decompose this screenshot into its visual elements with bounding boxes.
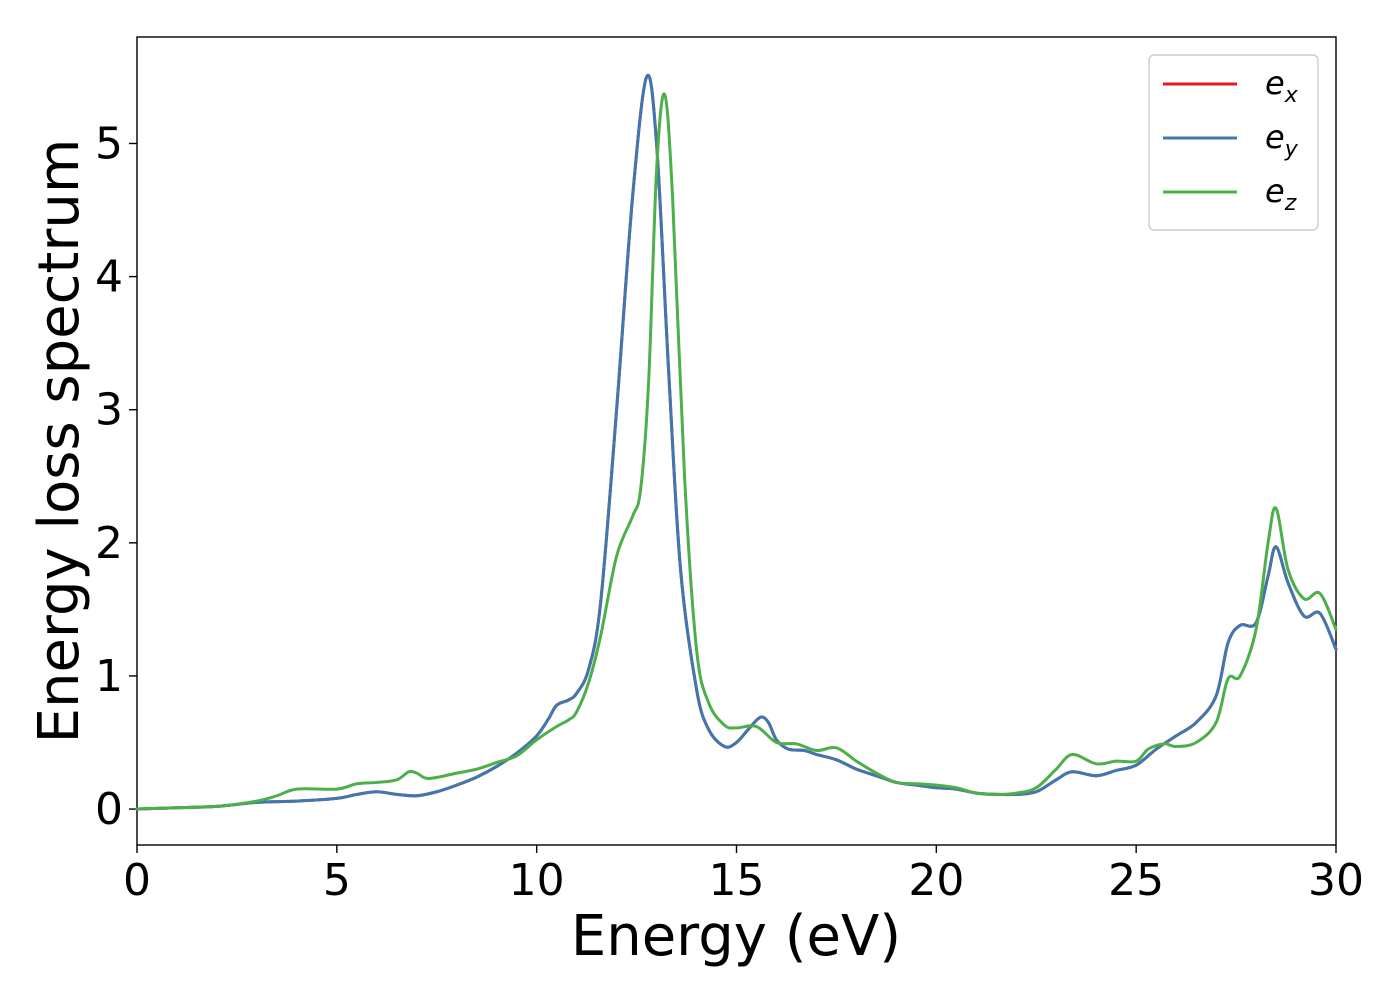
legend-label-base: e	[1265, 118, 1285, 156]
y-tick-label: 3	[95, 385, 123, 436]
x-tick-label: 25	[1108, 855, 1164, 906]
x-tick-label: 5	[323, 855, 351, 906]
x-axis-label: Energy (eV)	[571, 904, 901, 969]
y-tick-label: 0	[95, 784, 123, 835]
x-tick-label: 15	[709, 855, 765, 906]
legend-box	[1148, 54, 1319, 231]
series-line-e-y	[135, 73, 1338, 811]
legend-label-subscript: y	[1284, 137, 1299, 162]
x-tick-label: 10	[509, 855, 565, 906]
legend-label-e-y: ey	[1265, 118, 1299, 162]
legend-label-subscript: z	[1284, 191, 1297, 216]
y-axis-label: Energy loss spectrum	[27, 139, 92, 744]
legend-label-base: e	[1265, 64, 1285, 102]
series-lines	[135, 73, 1338, 811]
legend-label-subscript: x	[1284, 83, 1299, 108]
legend-label-e-z: ez	[1265, 172, 1297, 216]
x-tick-label: 20	[908, 855, 964, 906]
y-axis-ticks: 0 1 2 3 4 5	[95, 118, 137, 835]
y-tick-label: 4	[95, 252, 123, 303]
y-tick-label: 2	[95, 518, 123, 569]
plot-area	[136, 36, 1337, 846]
x-tick-label: 30	[1308, 855, 1364, 906]
x-tick-label: 0	[123, 855, 151, 906]
series-line-e-z	[135, 92, 1338, 811]
y-tick-label: 5	[95, 118, 123, 169]
legend-label-e-x: ex	[1265, 64, 1299, 108]
legend-label-base: e	[1265, 172, 1285, 210]
y-tick-label: 1	[95, 651, 123, 702]
x-axis-ticks: 0 5 10 15 20 25 30	[123, 845, 1364, 906]
